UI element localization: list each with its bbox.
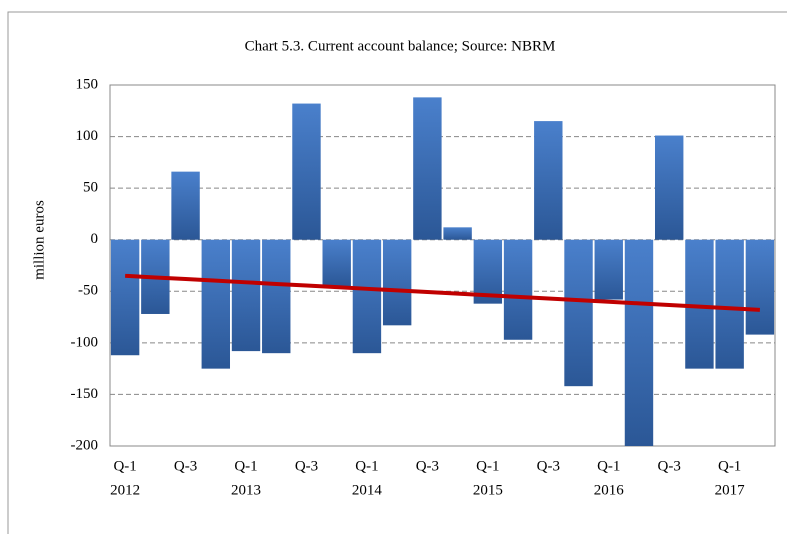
bar [322, 239, 351, 287]
x-tick-label: Q-3 [416, 458, 439, 474]
bar [231, 239, 261, 352]
bar [292, 103, 321, 240]
x-tick-label-year: 2013 [231, 482, 261, 498]
y-tick-label: -50 [78, 283, 98, 299]
x-tick-label: Q-1 [234, 458, 257, 474]
x-tick-label-year: 2014 [352, 482, 383, 498]
bar [443, 227, 472, 240]
bar [534, 121, 563, 240]
bar [262, 239, 291, 354]
x-tick-label-year: 2016 [594, 482, 625, 498]
x-tick-label: Q-1 [718, 458, 741, 474]
x-tick-label: Q-3 [295, 458, 318, 474]
x-tick-label: Q-1 [355, 458, 378, 474]
x-tick-label-year: 2015 [473, 482, 503, 498]
bar [171, 171, 200, 240]
bar [201, 239, 231, 369]
x-tick-label: Q-3 [658, 458, 681, 474]
chart-title: Chart 5.3. Current account balance; Sour… [245, 38, 556, 54]
bar [715, 239, 744, 369]
bar [413, 97, 442, 240]
x-tick-label: Q-3 [537, 458, 560, 474]
y-axis-label: million euros [31, 200, 47, 280]
x-tick-label: Q-1 [476, 458, 499, 474]
trend-line [125, 273, 760, 312]
bar [654, 135, 684, 240]
plot-frame [109, 84, 776, 447]
bar [110, 239, 140, 356]
y-tick-label: -150 [71, 386, 99, 402]
x-tick-label: Q-1 [597, 458, 620, 474]
bar [352, 239, 382, 354]
bar [503, 239, 533, 340]
y-tick-label: 0 [91, 231, 99, 247]
x-tick-label: Q-1 [113, 458, 136, 474]
bar [745, 239, 775, 335]
y-tick-label: -200 [71, 437, 99, 453]
x-tick-label: Q-3 [174, 458, 197, 474]
x-tick-label-year: 2017 [715, 482, 746, 498]
y-tick-label: 50 [83, 180, 98, 196]
bar [564, 239, 593, 387]
bar [624, 239, 654, 446]
y-tick-label: 100 [76, 128, 99, 144]
x-tick-label-year: 2012 [110, 482, 140, 498]
bar [382, 239, 412, 326]
bar [594, 239, 623, 300]
y-tick-label: 150 [76, 76, 99, 92]
y-tick-label: -100 [71, 334, 99, 350]
